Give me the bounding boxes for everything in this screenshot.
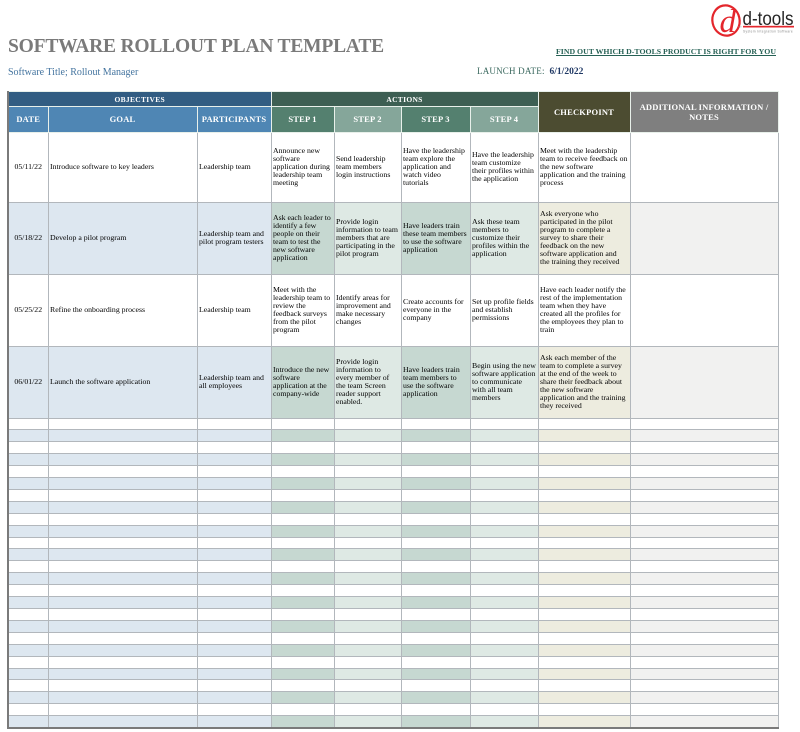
svg-text:™: ™ xyxy=(738,26,742,30)
svg-text:d-tools: d-tools xyxy=(743,9,794,30)
svg-text:System Integration Software: System Integration Software xyxy=(743,29,793,33)
svg-text:d: d xyxy=(720,4,737,40)
